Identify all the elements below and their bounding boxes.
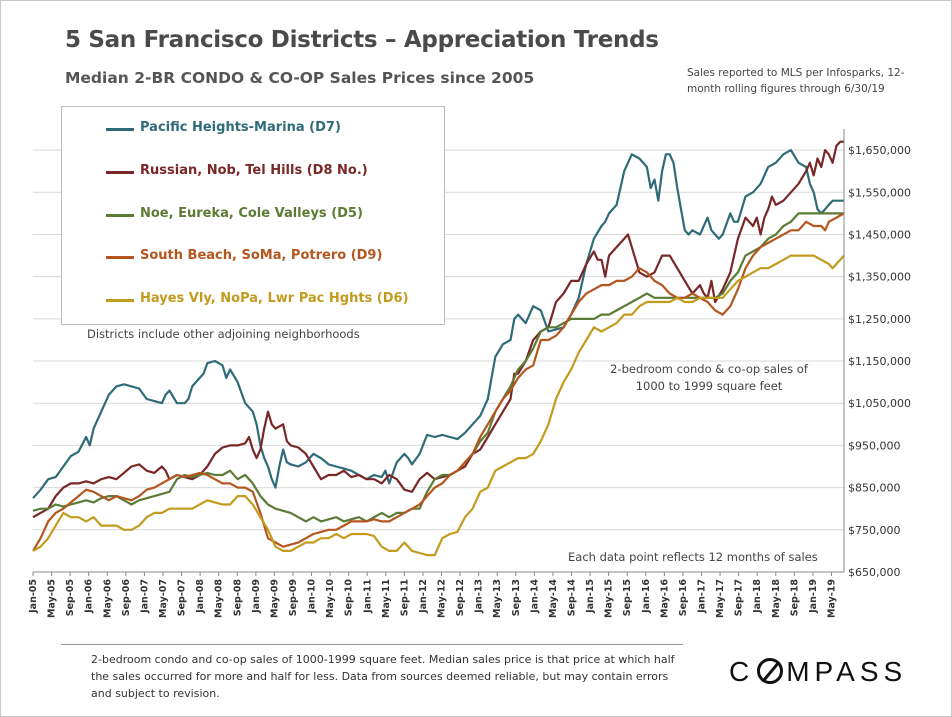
x-tick-label: May-16 [659, 579, 670, 618]
x-tick-label: May-12 [437, 579, 448, 618]
x-tick-label: Jan-14 [529, 579, 540, 614]
x-tick-label: Sep-16 [678, 579, 689, 617]
x-tick-label: May-08 [214, 579, 225, 618]
y-tick-label: $1,450,000 [848, 228, 911, 241]
x-tick-label: Jan-08 [195, 579, 206, 614]
y-tick-label: $850,000 [848, 482, 901, 495]
legend-swatch-d9 [106, 256, 134, 259]
x-tick-label: Sep-07 [177, 579, 188, 616]
y-tick-label: $1,550,000 [848, 186, 911, 199]
x-tick-label: May-13 [492, 579, 503, 618]
x-tick-label: May-19 [826, 579, 837, 618]
x-tick-label: May-05 [47, 579, 58, 618]
compass-logo: C MPASS [729, 656, 907, 688]
x-tick-label: Jan-06 [84, 579, 95, 614]
x-tick-label: May-06 [102, 579, 113, 618]
logo-text-start: C [729, 656, 755, 687]
series-line-0 [32, 149, 844, 499]
x-tick-label: Sep-14 [567, 579, 578, 617]
x-tick-label: Jan-12 [418, 579, 429, 614]
legend: Pacific Heights-Marina (D7) Russian, Nob… [61, 106, 445, 325]
x-tick-label: Jan-11 [362, 579, 373, 614]
series-line-4 [32, 254, 845, 557]
datapoint-note: Each data point reflects 12 months of sa… [568, 550, 818, 564]
x-tick-label: Sep-12 [455, 579, 466, 616]
y-tick-label: $750,000 [848, 524, 901, 537]
x-tick-label: Jan-09 [251, 579, 262, 614]
legend-label-d8: Russian, Nob, Tel Hills (D8 No.) [140, 163, 368, 178]
x-tick-label: May-10 [325, 579, 336, 618]
x-tick-label: Jan-17 [697, 579, 708, 614]
legend-label-d7: Pacific Heights-Marina (D7) [140, 120, 341, 135]
x-tick-label: Sep-05 [65, 579, 76, 616]
y-tick-label: $1,150,000 [848, 355, 911, 368]
logo-o-icon [757, 658, 784, 684]
y-tick-label: $1,050,000 [848, 397, 911, 410]
y-tick-label: $1,250,000 [848, 313, 911, 326]
x-tick-label: Sep-17 [734, 579, 745, 616]
y-tick-label: $950,000 [848, 439, 901, 452]
x-tick-label: Sep-10 [344, 579, 355, 617]
x-tick-label: Sep-15 [622, 579, 633, 616]
x-tick-label: May-15 [604, 579, 615, 618]
size-note: 2-bedroom condo & co-op sales of 1000 to… [610, 362, 808, 393]
x-tick-label: Sep-08 [232, 579, 243, 617]
legend-label-d6: Hayes Vly, NoPa, Lwr Pac Hghts (D6) [140, 291, 409, 306]
x-tick-label: May-07 [158, 579, 169, 618]
x-tick-label: Jan-05 [28, 579, 39, 614]
series-line-3 [32, 212, 845, 552]
footer-divider [61, 644, 683, 645]
x-tick-label: Sep-11 [399, 579, 410, 616]
x-tick-label: Sep-18 [789, 579, 800, 617]
y-tick-label: $1,650,000 [848, 144, 911, 157]
x-tick-label: Jan-10 [307, 579, 318, 614]
x-tick-label: Sep-06 [121, 579, 132, 617]
x-tick-label: Jan-18 [752, 579, 763, 614]
chart-subtitle: Median 2-BR CONDO & CO-OP Sales Prices s… [65, 69, 535, 87]
x-tick-label: Jan-16 [641, 579, 652, 614]
x-tick-label: Sep-13 [511, 579, 522, 616]
x-tick-label: Jan-13 [474, 579, 485, 614]
legend-label-d9: South Beach, SoMa, Potrero (D9) [140, 248, 383, 263]
logo-text-end: MPASS [786, 656, 908, 687]
x-tick-label: May-17 [715, 579, 726, 618]
x-tick-label: Jan-15 [585, 579, 596, 614]
legend-swatch-d5 [106, 214, 134, 217]
legend-swatch-d8 [106, 171, 134, 174]
y-tick-label: $1,350,000 [848, 271, 911, 284]
x-tick-label: Jan-07 [139, 579, 150, 614]
x-tick-label: May-09 [269, 579, 280, 618]
legend-swatch-d6 [106, 299, 134, 302]
x-tick-label: Jan-19 [808, 579, 819, 614]
legend-label-d5: Noe, Eureka, Cole Valleys (D5) [140, 206, 363, 221]
series-lines [32, 140, 845, 557]
districts-note: Districts include other adjoining neighb… [87, 327, 360, 341]
axes: $650,000 $750,000 $850,000 $950,000 $1,050,0… [28, 129, 911, 618]
x-tick-label: May-14 [548, 579, 559, 618]
legend-swatch-d7 [106, 128, 134, 131]
x-tick-label: May-18 [771, 579, 782, 618]
x-tick-label: May-11 [381, 579, 392, 618]
footer-disclaimer: 2-bedroom condo and co-op sales of 1000-… [91, 653, 675, 700]
x-tick-label: Sep-09 [288, 579, 299, 616]
source-note: Sales reported to MLS per Infosparks, 12… [687, 67, 905, 95]
y-tick-label: $650,000 [848, 566, 901, 579]
chart-title: 5 San Francisco Districts – Appreciation… [65, 27, 659, 53]
